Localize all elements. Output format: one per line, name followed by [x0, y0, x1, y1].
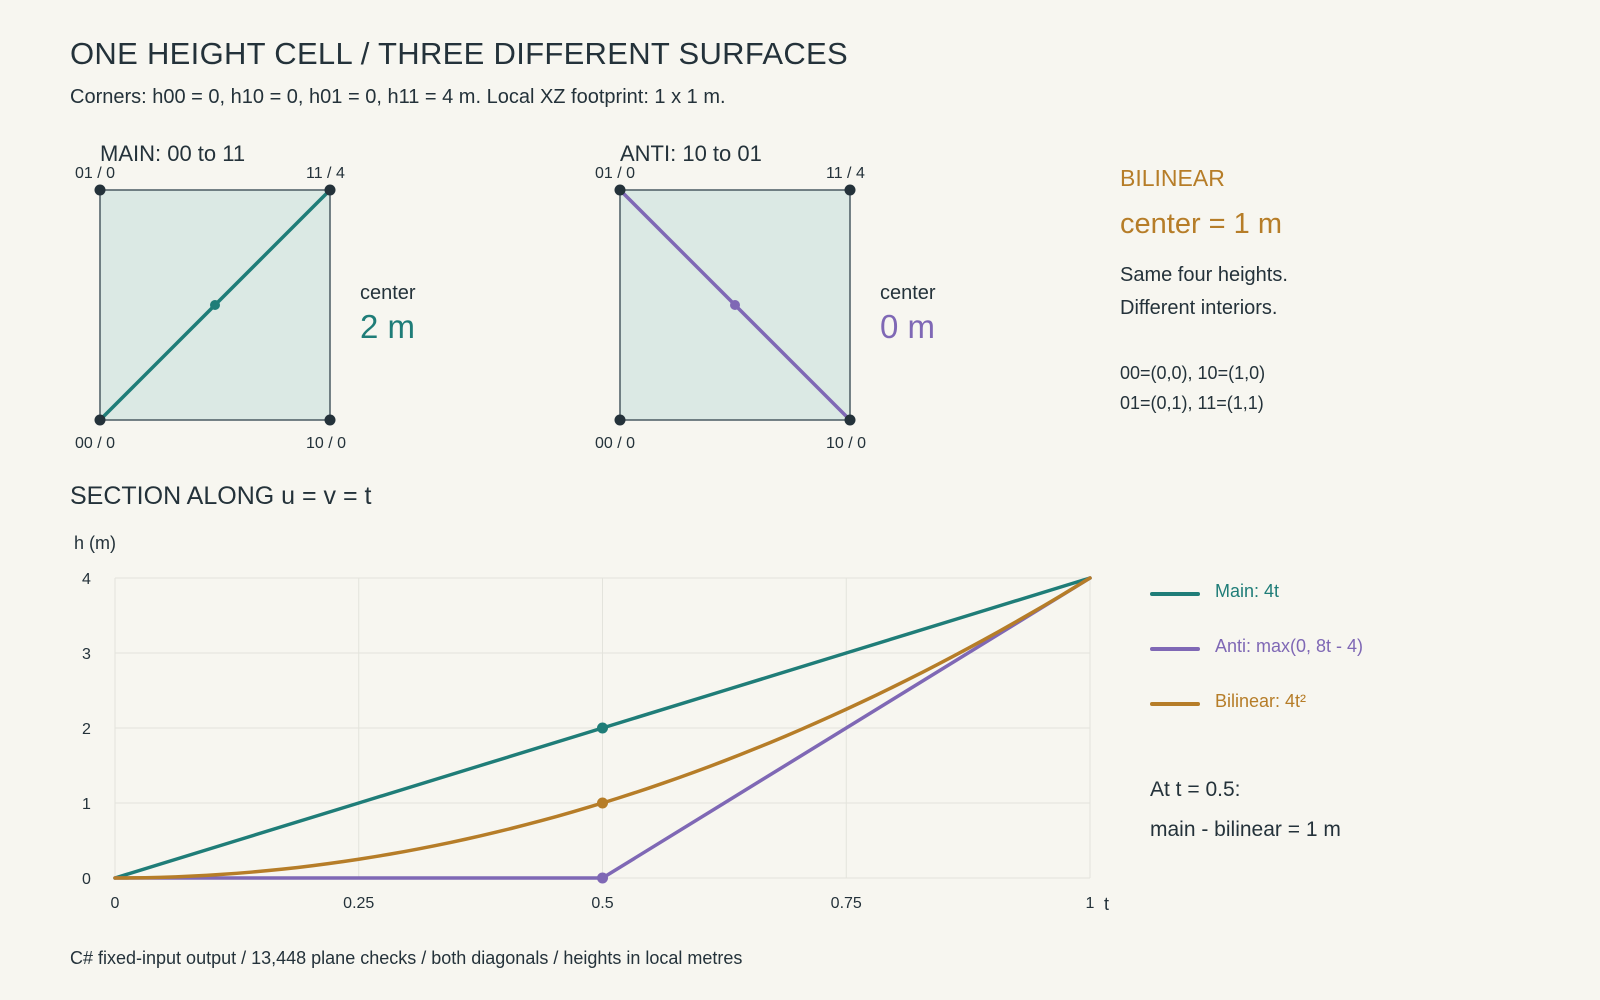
- main-corner-label-01: 01 / 0: [75, 165, 116, 182]
- anti-corner-10: [844, 414, 856, 426]
- legend-label: Bilinear: 4t²: [1215, 691, 1307, 711]
- anti-midpoint: [730, 300, 740, 310]
- coords-line-2: 01=(0,1), 11=(1,1): [1120, 393, 1264, 413]
- main-panel-title: MAIN: 00 to 11: [100, 141, 246, 166]
- legend-label: Main: 4t: [1215, 581, 1280, 601]
- bilinear-line-1: Same four heights.: [1120, 264, 1288, 286]
- bilinear-line-2: Different interiors.: [1120, 297, 1278, 319]
- bilinear-heading: BILINEAR: [1120, 165, 1225, 191]
- footer-note: C# fixed-input output / 13,448 plane che…: [70, 948, 743, 968]
- y-tick-label: 3: [82, 646, 91, 663]
- anti-corner-01: [614, 184, 626, 196]
- main-corner-10: [324, 414, 336, 426]
- main-corner-label-11: 11 / 4: [306, 165, 345, 182]
- page-title: ONE HEIGHT CELL / THREE DIFFERENT SURFAC…: [70, 36, 848, 71]
- x-tick-label: 1: [1086, 895, 1095, 912]
- y-tick-label: 0: [82, 871, 91, 888]
- main-center-value: 2 m: [360, 308, 416, 345]
- legend-swatch: [1150, 592, 1200, 596]
- series-marker: [597, 872, 608, 884]
- chart-grid: [114, 577, 1091, 879]
- y-axis-label: h (m): [74, 533, 116, 553]
- anti-corner-00: [614, 414, 626, 426]
- anti-center-label: center: [880, 282, 936, 304]
- y-tick-label: 4: [82, 571, 91, 588]
- page-subtitle: Corners: h00 = 0, h10 = 0, h01 = 0, h11 …: [70, 86, 726, 108]
- note-line-2: main - bilinear = 1 m: [1150, 818, 1341, 841]
- bilinear-center: center = 1 m: [1120, 208, 1282, 240]
- main-corner-label-00: 00 / 0: [75, 435, 116, 452]
- anti-corner-label-10: 10 / 0: [826, 435, 867, 452]
- main-corner-00: [94, 414, 106, 426]
- main-midpoint: [210, 300, 220, 310]
- anti-panel-title: ANTI: 10 to 01: [620, 141, 762, 166]
- main-center-label: center: [360, 282, 416, 304]
- x-axis-label: t: [1104, 894, 1110, 914]
- legend-swatch: [1150, 647, 1200, 651]
- series-marker: [597, 797, 608, 809]
- legend-swatch: [1150, 702, 1200, 706]
- x-tick-label: 0.25: [343, 895, 374, 912]
- anti-corner-label-11: 11 / 4: [826, 165, 865, 182]
- main-corner-01: [94, 184, 106, 196]
- anti-center-value: 0 m: [880, 308, 936, 345]
- y-tick-label: 1: [82, 796, 91, 813]
- x-tick-label: 0: [111, 895, 120, 912]
- anti-corner-11: [844, 184, 856, 196]
- coords-line-1: 00=(0,0), 10=(1,0): [1120, 363, 1266, 383]
- x-tick-label: 0.75: [831, 895, 862, 912]
- y-tick-label: 2: [82, 721, 91, 738]
- main-corner-label-10: 10 / 0: [306, 435, 347, 452]
- x-tick-label: 0.5: [591, 895, 613, 912]
- legend-label: Anti: max(0, 8t - 4): [1215, 636, 1364, 656]
- anti-corner-label-00: 00 / 0: [595, 435, 636, 452]
- anti-corner-label-01: 01 / 0: [595, 165, 636, 182]
- chart-ticks: 0 1 2 3 4 0 0.25 0.5 0.75 1: [82, 571, 1095, 912]
- chart-markers: [597, 722, 608, 884]
- main-corner-11: [324, 184, 336, 196]
- series-marker: [597, 722, 608, 734]
- note-line-1: At t = 0.5:: [1150, 778, 1241, 801]
- section-title: SECTION ALONG u = v = t: [70, 482, 372, 510]
